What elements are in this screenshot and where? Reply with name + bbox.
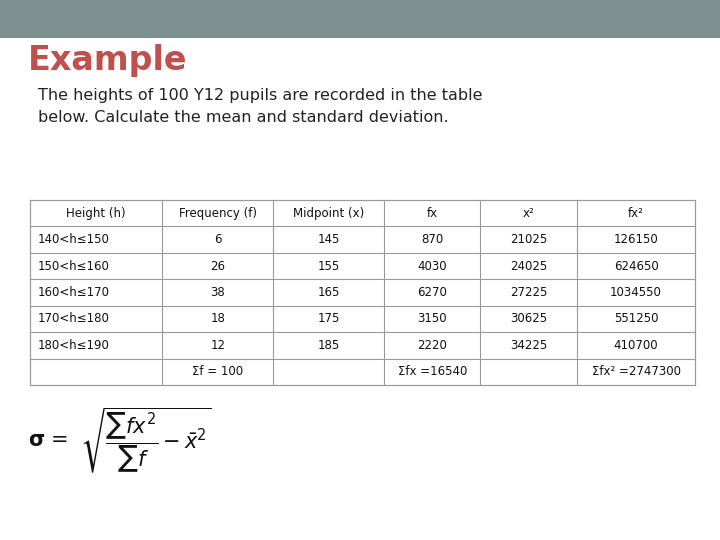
Text: fx²: fx² [628,207,644,220]
Text: below. Calculate the mean and standard deviation.: below. Calculate the mean and standard d… [38,110,449,125]
Text: $\sqrt{\dfrac{\sum fx^2}{\sum f} - \bar{x}^2}$: $\sqrt{\dfrac{\sum fx^2}{\sum f} - \bar{… [80,405,212,475]
Text: 30625: 30625 [510,313,547,326]
Text: 6: 6 [214,233,222,246]
Text: 410700: 410700 [613,339,658,352]
Text: 165: 165 [318,286,340,299]
Text: 34225: 34225 [510,339,547,352]
Text: 21025: 21025 [510,233,547,246]
Text: 4030: 4030 [418,260,447,273]
Text: 624650: 624650 [613,260,658,273]
Text: Frequency (f): Frequency (f) [179,207,257,220]
Text: fx: fx [427,207,438,220]
Text: 175: 175 [318,313,340,326]
Text: 870: 870 [421,233,444,246]
Text: 140<h≤150: 140<h≤150 [38,233,110,246]
Text: 12: 12 [210,339,225,352]
Text: Σfx² =2747300: Σfx² =2747300 [592,365,680,379]
Text: x²: x² [523,207,535,220]
Text: 170<h≤180: 170<h≤180 [38,313,110,326]
Text: 18: 18 [210,313,225,326]
Text: 155: 155 [318,260,340,273]
Text: 185: 185 [318,339,340,352]
Text: 3150: 3150 [418,313,447,326]
Text: Height (h): Height (h) [66,207,126,220]
Text: The heights of 100 Y12 pupils are recorded in the table: The heights of 100 Y12 pupils are record… [38,88,482,103]
Text: 126150: 126150 [613,233,658,246]
Text: Example: Example [28,44,187,77]
Text: Σfx =16540: Σfx =16540 [397,365,467,379]
Text: 26: 26 [210,260,225,273]
Text: 180<h≤190: 180<h≤190 [38,339,110,352]
Text: 38: 38 [210,286,225,299]
Text: Midpoint (x): Midpoint (x) [293,207,364,220]
Text: 145: 145 [318,233,340,246]
Text: Σf = 100: Σf = 100 [192,365,243,379]
Text: $\mathbf{\sigma}$ =: $\mathbf{\sigma}$ = [28,430,68,450]
Text: 160<h≤170: 160<h≤170 [38,286,110,299]
Text: 2220: 2220 [418,339,447,352]
Text: 6270: 6270 [418,286,447,299]
Text: 1034550: 1034550 [610,286,662,299]
Text: 551250: 551250 [613,313,658,326]
Text: 150<h≤160: 150<h≤160 [38,260,110,273]
Text: 27225: 27225 [510,286,547,299]
Text: 24025: 24025 [510,260,547,273]
